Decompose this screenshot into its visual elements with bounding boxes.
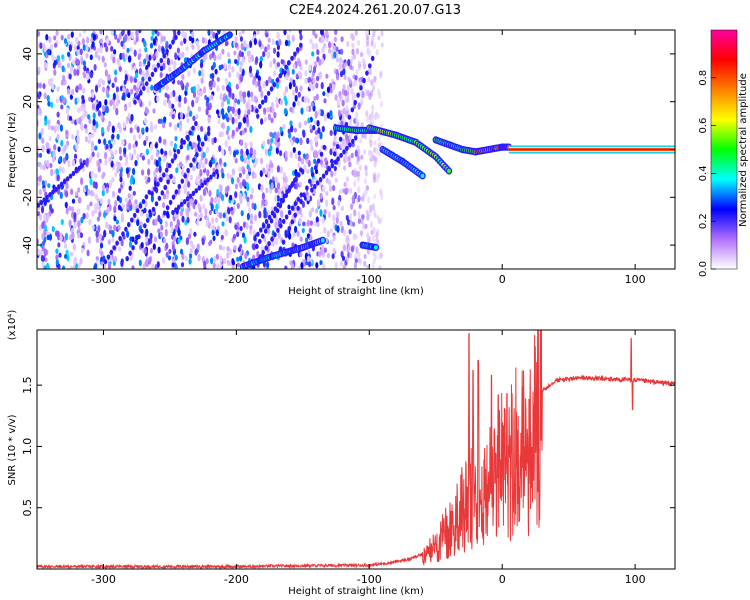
colorbar-tick-label: 0.6 (698, 118, 709, 134)
spectrogram-track (379, 145, 426, 180)
y-tick-label: 20 (21, 95, 34, 109)
carrier-line-core (508, 148, 675, 151)
spectrogram-noise-field (37, 30, 384, 269)
x-tick-label: -300 (91, 273, 116, 286)
x-tick-label: -300 (91, 573, 116, 586)
spectrogram-y-axis: -40 -20 0 20 40 (21, 47, 675, 254)
snr-y-axis: 0.5 1.0 1.5 (21, 376, 675, 516)
colorbar-tick-label: 0.0 (698, 261, 709, 277)
snr-x-label: Height of straight line (km) (288, 586, 424, 597)
colorbar-tick-label: 0.2 (698, 213, 709, 229)
snr-series-line (37, 330, 675, 569)
colorbar-tick-label: 0.4 (698, 165, 709, 181)
spectrogram-track (432, 136, 479, 156)
snr-multiplier: (x10⁴) (7, 310, 18, 341)
snr-x-axis: -300 -200 -100 0 100 (91, 330, 646, 586)
x-tick-label: -200 (224, 573, 249, 586)
figure-title: C2E4.2024.261.20.07.G13 (289, 3, 461, 18)
spectrogram-track (472, 143, 513, 156)
y-tick-label: -20 (21, 188, 34, 206)
spectrogram-track (153, 31, 233, 91)
x-tick-label: 0 (499, 273, 506, 286)
x-tick-label: 100 (625, 273, 646, 286)
spectrogram-plot-area (37, 30, 675, 269)
colorbar-tick-label: 0.8 (698, 70, 709, 86)
snr-plot-area (37, 330, 675, 569)
snr-y-label: SNR (10 * v/v) (7, 414, 18, 485)
x-tick-label: 100 (625, 573, 646, 586)
colorbar: 0.0 0.2 0.4 0.6 0.8 Normalized spectral ampl… (698, 29, 749, 277)
y-tick-label: -40 (21, 236, 34, 254)
spectrogram-track (366, 124, 453, 175)
spectrogram-y-label: Frequency (Hz) (7, 112, 18, 188)
x-tick-label: -100 (357, 273, 382, 286)
x-tick-label: 0 (499, 573, 506, 586)
spectrogram-track (359, 241, 380, 252)
spectrogram-track (239, 236, 326, 269)
colorbar-gradient (710, 29, 738, 270)
y-tick-label: 0.5 (21, 499, 34, 517)
spectrogram-x-label: Height of straight line (km) (288, 286, 424, 297)
colorbar-label: Normalized spectral amplitude (738, 73, 749, 227)
x-tick-label: -200 (224, 273, 249, 286)
y-tick-label: 0 (21, 146, 34, 153)
snr-panel: -300 -200 -100 0 100 0.5 1.0 1.5 Height of str… (7, 310, 676, 597)
snr-frame (36, 329, 676, 570)
y-tick-label: 40 (21, 47, 34, 61)
colorbar-ticks: 0.0 0.2 0.4 0.6 0.8 (698, 70, 716, 277)
spectrogram-x-axis: -300 -200 -100 0 100 (91, 30, 646, 286)
x-tick-label: -100 (357, 573, 382, 586)
y-tick-label: 1.0 (21, 438, 34, 456)
y-tick-label: 1.5 (21, 376, 34, 394)
